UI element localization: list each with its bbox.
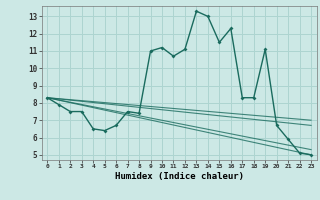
X-axis label: Humidex (Indice chaleur): Humidex (Indice chaleur): [115, 172, 244, 181]
